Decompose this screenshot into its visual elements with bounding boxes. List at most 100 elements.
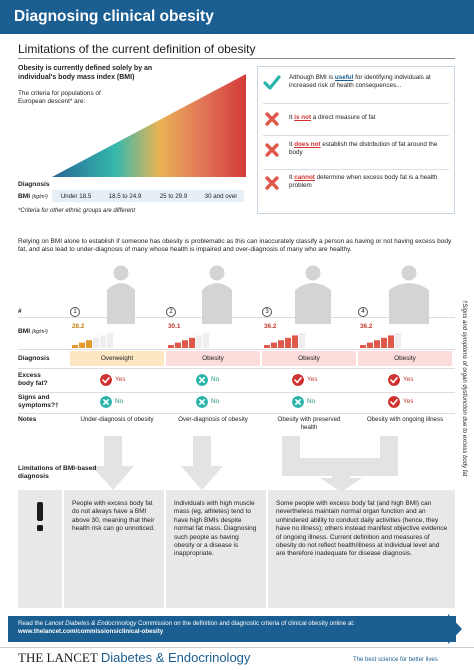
- row-divider: [18, 317, 455, 318]
- body-silhouette-icon: [202, 265, 232, 324]
- panel-row-not-measure: It is not a direct measure of fat: [263, 110, 449, 134]
- bmi-value: 30.1: [168, 323, 181, 330]
- bmi-mini-bar: [86, 340, 92, 348]
- range-normal: 18.5 to 24.9: [108, 193, 142, 200]
- bmi-mini-bar: [388, 335, 394, 348]
- commission-link[interactable]: www.thelancet.com/commissions/clinical-o…: [18, 628, 164, 635]
- bmi-mini-bar: [367, 342, 373, 348]
- bmi-mini-bar: [168, 345, 174, 348]
- check-circle-icon: [100, 374, 112, 386]
- category-underweight: Underweight: [56, 180, 96, 187]
- arrow-merge-icon: [282, 436, 398, 492]
- bmi-mini-ramp: [72, 333, 113, 348]
- bmi-mini-bar: [189, 337, 195, 348]
- bmi-row-label-cases: BMI (kg/m²): [18, 328, 48, 335]
- exclamation-icon: [37, 502, 43, 531]
- section-title: Limitations of the current definition of…: [18, 42, 256, 56]
- bmi-mini-ramp: [360, 333, 401, 348]
- bmi-mini-bar: [264, 345, 270, 348]
- signs-row-label: Signs and symptoms?†: [18, 394, 59, 409]
- bmi-mini-bar: [203, 333, 209, 348]
- notes-row-label: Notes: [18, 416, 37, 423]
- panel-divider: [263, 169, 449, 170]
- tagline: The best science for better lives: [353, 657, 438, 663]
- signs-answer: No: [292, 396, 332, 410]
- bmi-mini-bar: [182, 340, 188, 348]
- panel-divider: [263, 103, 449, 104]
- page-title: Diagnosing clinical obesity: [14, 8, 214, 25]
- case-number-badge: 4: [358, 307, 368, 317]
- case-diagnosis: Obesity: [262, 351, 356, 366]
- bmi-mini-bar: [72, 345, 78, 348]
- category-normal: Normal: [113, 180, 137, 187]
- case-note: Obesity with ongoing illness: [366, 416, 444, 423]
- excess-fat-row-label: Excess body fat?: [18, 372, 48, 387]
- limitation-text-2: Individuals with high muscle mass (eg, a…: [174, 500, 257, 558]
- cross-circle-icon: [196, 396, 208, 408]
- excess-fat-answer: Yes: [388, 374, 428, 388]
- bmi-mini-bar: [93, 337, 99, 348]
- number-marker: #: [18, 308, 22, 315]
- limitation-box-1: People with excess body fat do not alway…: [64, 490, 164, 608]
- case-note: Obesity with preserved health: [277, 416, 341, 431]
- bmi-mini-bar: [278, 340, 284, 348]
- bmi-mini-bar: [271, 342, 277, 348]
- ethnic-criteria-footnote: *Criteria for other ethnic groups are di…: [18, 208, 136, 214]
- case-note: Over-diagnosis of obesity: [178, 416, 248, 423]
- body-silhouette-icon: [295, 265, 331, 324]
- case-number-badge: 1: [70, 307, 80, 317]
- check-circle-icon: [388, 374, 400, 386]
- category-overweight: Overweight: [156, 180, 191, 187]
- bmi-mini-ramp: [168, 333, 209, 348]
- check-circle-icon: [388, 396, 400, 408]
- warning-box: [18, 490, 62, 608]
- down-arrows-graphic: [92, 436, 398, 492]
- read-more-bar: [8, 616, 456, 642]
- bmi-mini-bar: [100, 335, 106, 348]
- bmi-mini-bar: [292, 335, 298, 348]
- panel-row-health-problem: It cannot determine when excess body fat…: [263, 174, 449, 200]
- diagnosis-row-label: Diagnosis: [18, 181, 50, 188]
- bmi-limitations-label: Limitations of BMI-based diagnosis: [18, 465, 97, 480]
- row-divider: [18, 349, 455, 350]
- cross-circle-icon: [292, 396, 304, 408]
- bmi-mini-bar: [196, 335, 202, 348]
- check-icon: [263, 75, 281, 90]
- intro-statement: Obesity is currently defined solely by a…: [18, 65, 153, 81]
- body-silhouette-icon: [107, 265, 135, 324]
- bmi-mini-bar: [299, 333, 305, 348]
- bmi-mini-bar: [381, 337, 387, 348]
- read-more-text: Read the Lancet Diabetes & Endocrinology…: [18, 620, 355, 635]
- bmi-ramp-graphic: [52, 74, 246, 177]
- cross-circle-icon: [100, 396, 112, 408]
- footer-divider: [0, 647, 474, 648]
- bmi-mini-bar: [175, 342, 181, 348]
- excess-fat-answer: Yes: [100, 374, 140, 388]
- check-circle-icon: [292, 374, 304, 386]
- bmi-mini-bar: [374, 340, 380, 348]
- case-number-badge: 3: [262, 307, 272, 317]
- arrow-down-icon: [181, 436, 223, 490]
- side-note-container: †Signs and symptoms of organ dysfunction…: [458, 300, 470, 600]
- diagnosis-row-label-cases: Diagnosis: [18, 355, 50, 362]
- case-diagnosis: Obesity: [358, 351, 452, 366]
- range-overweight: 25 to 29.9: [159, 193, 188, 200]
- row-divider: [18, 392, 455, 393]
- limitation-box-3: Some people with excess body fat (and hi…: [268, 490, 455, 608]
- read-more-arrow-icon: [448, 614, 462, 644]
- case-number-badge: 2: [166, 307, 176, 317]
- excess-fat-answer: Yes: [292, 374, 332, 388]
- cross-icon: [265, 143, 279, 157]
- bmi-mini-bar: [107, 333, 113, 348]
- panel-divider: [263, 135, 449, 136]
- signs-footnote: †Signs and symptoms of organ dysfunction…: [461, 300, 467, 477]
- arrow-down-icon: [92, 436, 134, 490]
- title-bar: [0, 0, 474, 34]
- bmi-mini-ramp: [264, 333, 305, 348]
- bmi-range-row: [52, 190, 244, 202]
- bmi-mini-bar: [360, 345, 366, 348]
- limitation-text-1: People with excess body fat do not alway…: [72, 500, 155, 533]
- category-obesity: Obesity: [209, 180, 233, 187]
- cross-circle-icon: [196, 374, 208, 386]
- bmi-limitations-panel: [257, 66, 455, 214]
